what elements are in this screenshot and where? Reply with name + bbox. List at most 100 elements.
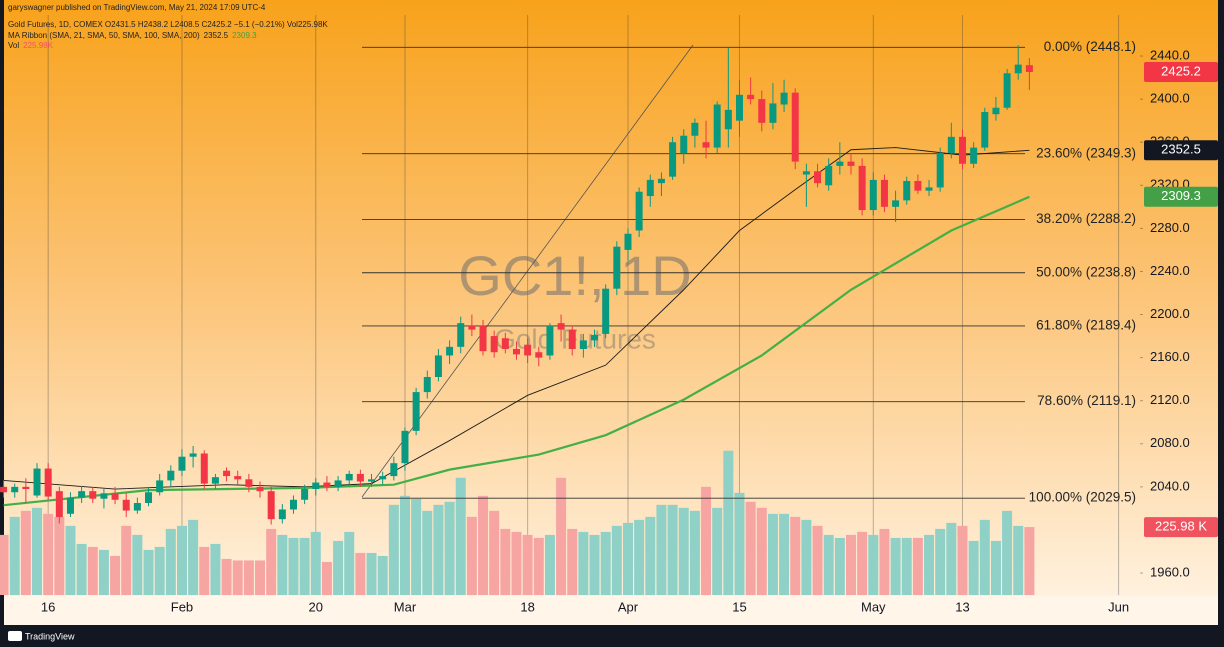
- volume-bar: [767, 513, 778, 595]
- candle-body: [880, 179, 888, 207]
- volume-bar: [511, 531, 522, 595]
- candle-body: [379, 476, 387, 480]
- candle-body: [267, 491, 275, 520]
- candle-body: [55, 491, 63, 518]
- volume-bar: [678, 507, 689, 595]
- candle-body: [390, 463, 398, 477]
- ma-tag: [1144, 186, 1218, 207]
- candle-body: [758, 99, 766, 123]
- volume-bar: [76, 543, 87, 595]
- candle-body: [133, 503, 141, 511]
- ma-label: MA Ribbon (SMA, 21, SMA, 50, SMA, 100, S…: [8, 31, 200, 40]
- candle-body: [568, 329, 576, 349]
- ma-tag-label: 2309.3: [1161, 188, 1201, 203]
- volume-bar: [544, 534, 555, 595]
- volume-bar: [689, 510, 700, 595]
- candle-body: [635, 191, 643, 231]
- volume-bar: [422, 510, 433, 595]
- candle-body: [1014, 64, 1022, 74]
- ma-line: [3, 195, 1030, 507]
- candle-body: [368, 479, 376, 482]
- volume-bar: [455, 477, 466, 595]
- volume-bar: [968, 540, 979, 595]
- ma-value: 2352.5: [204, 31, 229, 40]
- volume-bar: [299, 537, 310, 595]
- candle-body: [747, 94, 755, 100]
- volume-bar: [154, 546, 165, 595]
- volume-bar: [0, 534, 9, 595]
- ma-line: [3, 147, 1030, 490]
- candle-body: [446, 346, 454, 356]
- candle-body: [858, 165, 866, 211]
- y-tick-label: 2400.0: [1150, 91, 1190, 106]
- volume-bar: [567, 528, 578, 595]
- candle-body: [189, 453, 197, 457]
- candle-body: [66, 497, 74, 514]
- y-tick-label: 1960.0: [1150, 564, 1190, 579]
- volume-bar: [478, 495, 489, 595]
- volume-bar: [779, 513, 790, 595]
- volume-bar: [489, 510, 500, 595]
- published-line: garyswagner published on TradingView.com…: [8, 3, 266, 12]
- volume-bar: [188, 519, 199, 595]
- candle-body: [735, 94, 743, 121]
- candle-body: [557, 323, 565, 330]
- volume-bar: [990, 540, 1001, 595]
- candle-body: [981, 112, 989, 148]
- volume-bar: [210, 543, 221, 595]
- watermark-symbol: GC1!, 1D: [458, 244, 691, 307]
- candle-body: [591, 334, 599, 341]
- volume-bar: [946, 522, 957, 595]
- volume-bar: [110, 555, 121, 595]
- y-tick-label: 2160.0: [1150, 349, 1190, 364]
- vol-legend: Vol 225.98K: [8, 41, 54, 50]
- candle-body: [100, 493, 108, 499]
- volume-bar: [645, 516, 656, 595]
- volume-bar: [533, 537, 544, 595]
- volume-bar: [288, 537, 299, 595]
- candles: [0, 45, 1033, 525]
- volume-bar: [957, 525, 968, 595]
- candle-body: [457, 323, 465, 347]
- volume-bar: [611, 525, 622, 595]
- candle-body: [825, 165, 833, 186]
- candle-body: [1025, 65, 1033, 72]
- brand: TradingView: [25, 631, 75, 641]
- y-tick-label: 2080.0: [1150, 435, 1190, 450]
- volume-bar: [310, 531, 321, 595]
- candle-body: [323, 482, 331, 487]
- volume-bar: [98, 549, 109, 595]
- fib-label: 61.80% (2189.4): [1036, 318, 1136, 333]
- candle-body: [156, 480, 164, 493]
- volume-bar: [333, 540, 344, 595]
- volume-bar: [879, 528, 890, 595]
- candle-body: [836, 161, 844, 166]
- candle-body: [468, 325, 476, 330]
- candle-body: [869, 179, 877, 211]
- candle-body: [702, 142, 710, 148]
- fib-label: 50.00% (2238.8): [1036, 264, 1136, 279]
- volume-bar: [466, 516, 477, 595]
- fib-label: 78.60% (2119.1): [1037, 393, 1136, 408]
- volume-bar: [622, 522, 633, 595]
- ma-legend: MA Ribbon (SMA, 21, SMA, 50, SMA, 100, S…: [8, 31, 257, 40]
- candle-body: [334, 480, 342, 487]
- candle-body: [669, 142, 677, 177]
- volume-bar: [65, 525, 76, 595]
- volume-bar: [32, 507, 43, 595]
- volume-bar: [344, 531, 355, 595]
- volume-bar: [712, 507, 723, 595]
- candle-body: [256, 486, 264, 492]
- candle-body: [200, 453, 208, 484]
- candle-body: [211, 477, 219, 484]
- volume-bar: [790, 516, 801, 595]
- ma-tag-label: 2352.5: [1161, 142, 1201, 157]
- x-tick-label: Mar: [394, 599, 417, 614]
- volume-bar: [255, 560, 266, 595]
- volume-bar: [165, 528, 176, 595]
- volume-bar: [1013, 525, 1024, 595]
- volume-bar: [701, 486, 712, 595]
- candle-body: [11, 486, 19, 493]
- candle-body: [167, 470, 175, 481]
- logo: [8, 631, 22, 641]
